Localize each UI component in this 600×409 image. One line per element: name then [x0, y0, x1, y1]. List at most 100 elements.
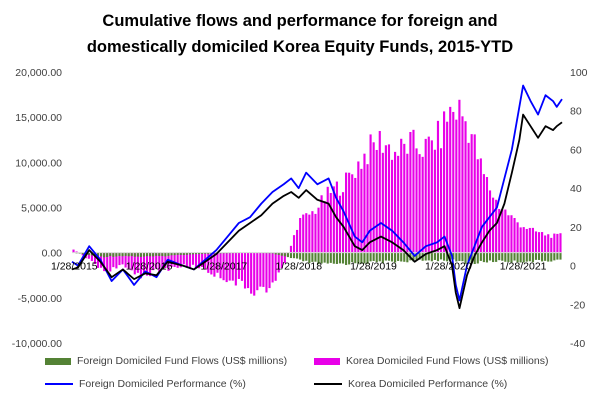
foreign-flow-bar: [81, 252, 84, 255]
korea-flow-bar: [348, 172, 351, 253]
korea-flow-bar: [292, 235, 296, 253]
x-tick-label: 1/28/2015: [51, 261, 98, 273]
foreign-flow-bar: [170, 252, 173, 256]
foreign-flow-bar: [96, 252, 100, 256]
x-tick-label: 1/28/2018: [275, 261, 322, 273]
foreign-flow-bar: [510, 252, 513, 263]
foreign-flow-bar: [556, 252, 559, 260]
foreign-flow-bar: [100, 252, 103, 257]
korea-flow-bar: [485, 177, 489, 253]
korea-flow-bar: [354, 177, 357, 253]
korea-flow-bar: [145, 252, 149, 276]
foreign-flow-bar: [390, 252, 394, 262]
korea-flow-bar: [121, 252, 124, 265]
korea-flow-bar: [201, 252, 204, 267]
korea-flow-bar: [243, 252, 247, 289]
korea-flow-bar: [525, 228, 528, 253]
foreign-flow-bar: [173, 252, 176, 256]
foreign-flow-bar: [296, 252, 299, 259]
korea-flow-bar: [427, 136, 430, 253]
foreign-flow-bar: [384, 252, 387, 261]
foreign-flow-bar: [394, 252, 397, 263]
foreign-flow-bar: [345, 252, 348, 265]
foreign-flow-bar: [311, 252, 314, 262]
foreign-flow-bar: [115, 252, 118, 257]
legend-item-foreign-flows: Foreign Domiciled Fund Flows (US$ millio…: [45, 355, 287, 367]
chart-title: Cumulative flows and performance for for…: [0, 8, 600, 60]
foreign-flow-bar: [167, 252, 170, 256]
foreign-flow-bar: [348, 252, 351, 265]
korea-flow-bar: [400, 138, 403, 253]
foreign-flow-bar: [112, 252, 115, 257]
korea-flow-bar: [467, 142, 470, 253]
korea-flow-bar: [130, 252, 133, 271]
foreign-flow-bar: [397, 252, 400, 261]
korea-flow-bar: [366, 164, 369, 253]
foreign-flow-bar: [210, 252, 213, 254]
korea-flow-bar: [161, 252, 164, 270]
korea-flow-bar: [112, 252, 115, 268]
foreign-flow-bar: [326, 252, 329, 264]
foreign-flow-bar: [277, 252, 280, 255]
foreign-flow-bar: [559, 252, 562, 260]
korea-flow-bar: [231, 252, 234, 281]
x-tick-label: 1/28/2021: [500, 261, 547, 273]
korea-flow-bar: [305, 213, 308, 253]
foreign-flow-bar: [338, 252, 342, 264]
foreign-flow-bar: [544, 252, 547, 261]
korea-flow-bar: [240, 252, 244, 281]
legend-item-korea-performance: Korea Domiciled Performance (%): [314, 378, 507, 390]
korea-flow-bar: [378, 130, 381, 253]
korea-flow-bar: [237, 252, 240, 279]
foreign-flow-bar: [461, 252, 464, 262]
left-tick-label: 10,000.00: [15, 157, 62, 169]
korea-flow-bar: [360, 168, 363, 253]
right-tick-label: -20: [570, 299, 585, 311]
korea-flow-bar: [90, 252, 93, 261]
foreign-flow-bar: [280, 252, 283, 256]
foreign-flow-bar: [152, 252, 155, 257]
foreign-flow-bar: [149, 252, 152, 257]
korea-flow-bar: [421, 156, 424, 253]
foreign-flow-bar: [482, 252, 485, 263]
foreign-flow-bar: [207, 252, 210, 254]
korea-flow-bar: [461, 116, 464, 253]
foreign-flow-bar: [299, 252, 302, 260]
korea-flow-bar: [314, 213, 317, 253]
legend-item-korea-flows: Korea Domiciled Fund Flows (US$ millions…: [314, 355, 548, 367]
flow-bars: [72, 99, 562, 296]
korea-flow-bar: [250, 252, 253, 294]
foreign-flow-bar: [155, 252, 158, 256]
korea-flow-bar: [320, 195, 323, 253]
x-tick-label: 1/28/2016: [126, 261, 173, 273]
korea-flow-bar: [182, 252, 185, 265]
performance-lines: [71, 84, 563, 310]
right-tick-label: 40: [570, 183, 582, 195]
korea-flow-bar: [541, 232, 544, 253]
foreign-flow-bar: [507, 252, 510, 262]
korea-flow-bar: [152, 252, 155, 271]
foreign-flow-bar: [145, 252, 149, 257]
korea-flow-bar: [553, 233, 556, 253]
korea-flow-bar: [234, 252, 237, 286]
korea-flow-bar: [439, 148, 443, 253]
korea-flow-bar: [357, 161, 360, 253]
foreign-flow-bar: [127, 252, 130, 257]
korea-flow-bar: [403, 143, 406, 253]
foreign-flow-bar: [354, 252, 357, 264]
korea-flow-bar: [516, 222, 519, 253]
foreign-flow-bar: [528, 252, 531, 262]
chart-title-line-2: domestically domiciled Korea Equity Fund…: [86, 38, 514, 56]
korea-flow-bar: [280, 252, 283, 269]
korea-flow-bar: [528, 227, 531, 253]
korea-flow-bar: [323, 201, 326, 253]
legend-item-foreign-performance: Foreign Domiciled Performance (%): [45, 378, 246, 390]
korea-flow-bar: [289, 245, 293, 253]
foreign-flow-bar: [103, 252, 106, 258]
foreign-flow-bar: [492, 252, 495, 263]
korea-flow-bar: [458, 99, 461, 253]
foreign-flow-bar: [436, 252, 440, 262]
korea-flow-bar: [216, 252, 219, 273]
korea-flow-bar: [87, 252, 90, 259]
korea-flow-bar: [262, 252, 265, 287]
